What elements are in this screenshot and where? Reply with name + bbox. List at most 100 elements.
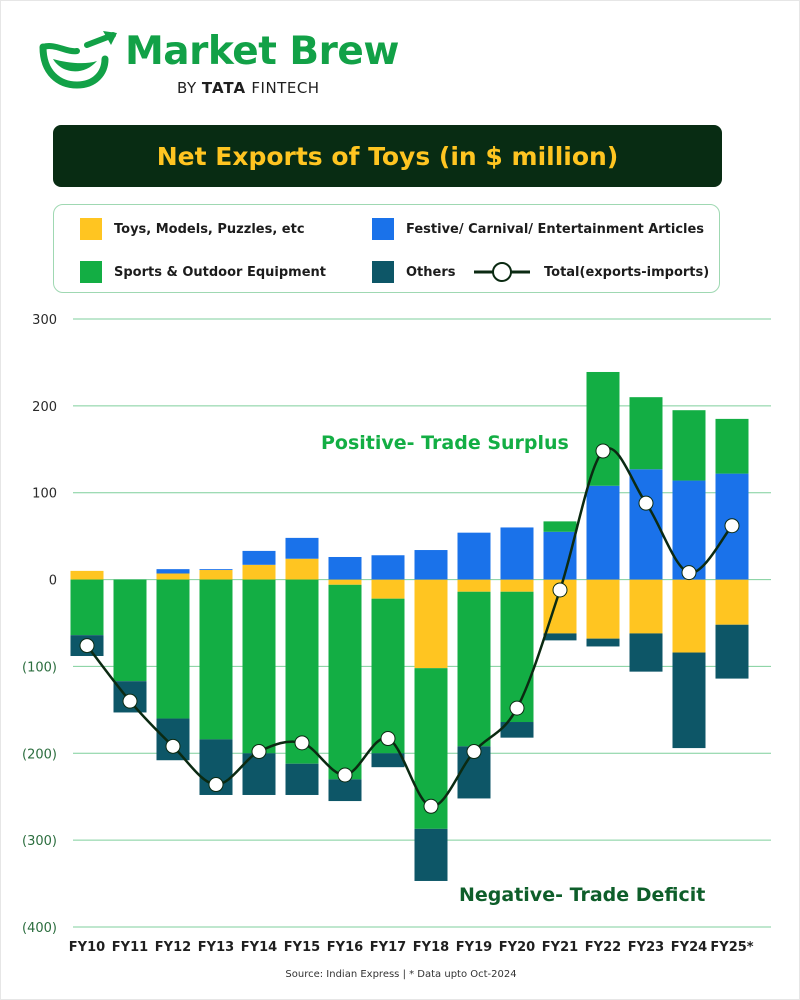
bar-segment [672, 410, 706, 481]
legend: Toys, Models, Puzzles, etc Festive/ Carn… [53, 204, 720, 293]
x-tick-label: FY25* [710, 940, 753, 955]
bar-segment [113, 579, 147, 682]
bar-segment [586, 579, 620, 639]
bar-segment [199, 579, 233, 740]
legend-swatch-sports [80, 261, 102, 283]
y-tick-label: (100) [22, 660, 57, 675]
brand-byline: BY TATA FINTECH [177, 79, 320, 97]
total-marker [294, 735, 310, 751]
bar-segment [500, 591, 534, 723]
total-marker [595, 443, 611, 459]
bar-segment [156, 573, 190, 580]
brand-logo: Market Brew BY TATA FINTECH [37, 27, 399, 99]
bar-segment [457, 579, 491, 592]
bar-segment [328, 779, 362, 802]
bar-segment [414, 550, 448, 580]
total-marker [122, 693, 138, 709]
bar-segment [457, 591, 491, 747]
legend-label-festive: Festive/ Carnival/ Entertainment Article… [406, 221, 705, 237]
bar-segment [414, 579, 448, 669]
x-tick-label: FY17 [370, 940, 406, 955]
bar-segment [242, 564, 276, 580]
bar-segment [242, 550, 276, 565]
x-tick-label: FY16 [327, 940, 363, 955]
legend-swatch-festive [372, 218, 394, 240]
bar-segment [672, 480, 706, 580]
brand-company-rest: FINTECH [251, 79, 320, 97]
x-tick-label: FY15 [284, 940, 320, 955]
bar-segment [156, 579, 190, 719]
leaf-cup-icon [39, 31, 117, 89]
chart-title: Net Exports of Toys (in $ million) [156, 141, 619, 171]
bar-segment [500, 527, 534, 580]
bar-segment [199, 569, 233, 571]
x-tick-label: FY23 [628, 940, 664, 955]
total-marker [165, 738, 181, 754]
bar-segment [285, 537, 319, 559]
annotation-surplus: Positive- Trade Surplus [321, 432, 569, 454]
x-tick-label: FY12 [155, 940, 191, 955]
total-marker [466, 744, 482, 760]
brand-company-bold: TATA [201, 79, 247, 97]
legend-item-total: Total(exports-imports) [472, 261, 709, 283]
chart-title-bar: Net Exports of Toys (in $ million) [53, 125, 722, 187]
x-tick-label: FY13 [198, 940, 234, 955]
legend-item-festive: Festive/ Carnival/ Entertainment Article… [372, 218, 704, 240]
y-tick-label: 0 [49, 574, 57, 589]
bar-segment [586, 371, 620, 486]
bar-segment [70, 579, 104, 636]
total-marker [251, 744, 267, 760]
total-marker [337, 767, 353, 783]
total-marker [552, 582, 568, 598]
total-marker [380, 731, 396, 747]
bar-segment [586, 638, 620, 647]
bar-segment [543, 633, 577, 641]
total-marker [638, 495, 654, 511]
bar-segment [156, 569, 190, 574]
legend-label-sports: Sports & Outdoor Equipment [114, 264, 327, 280]
legend-label-toys: Toys, Models, Puzzles, etc [114, 221, 305, 237]
stacked-bar-chart: 300 200 100 0 (100) (200) (300) (400) FY10 FY11 FY… [22, 313, 771, 955]
y-tick-label: (200) [22, 747, 57, 762]
bar-segment [500, 722, 534, 738]
bar-segment [371, 555, 405, 580]
legend-swatch-others [372, 261, 394, 283]
bar-segment [285, 763, 319, 795]
bar-segment [371, 753, 405, 768]
total-marker [208, 777, 224, 793]
bar-segment [672, 652, 706, 749]
legend-item-toys: Toys, Models, Puzzles, etc [80, 218, 305, 240]
bar-segment [457, 532, 491, 580]
x-tick-label: FY20 [499, 940, 535, 955]
legend-swatch-toys [80, 218, 102, 240]
bar-segment [715, 579, 749, 625]
bar-segment [715, 624, 749, 679]
total-marker [79, 638, 95, 654]
bar-segment [543, 531, 577, 580]
y-tick-label: (400) [22, 921, 57, 936]
legend-label-total: Total(exports-imports) [544, 264, 710, 280]
source-note: Source: Indian Express | * Data upto Oct… [285, 969, 517, 980]
x-tick-label: FY19 [456, 940, 492, 955]
brand-name: Market Brew [125, 29, 399, 74]
x-tick-label: FY18 [413, 940, 449, 955]
x-tick-label: FY22 [585, 940, 621, 955]
bar-segment [328, 584, 362, 780]
bar-segment [543, 521, 577, 532]
bar-segment [285, 579, 319, 764]
x-tick-label: FY21 [542, 940, 578, 955]
y-tick-label: 100 [32, 487, 57, 502]
bar-segment [328, 556, 362, 580]
x-tick-label: FY24 [671, 940, 707, 955]
bar-segment [328, 579, 362, 585]
bar-segment [371, 598, 405, 754]
total-marker [681, 565, 697, 581]
x-tick-label: FY10 [69, 940, 105, 955]
bar-segment [70, 570, 104, 580]
brand-by: BY [177, 79, 197, 97]
bar-segment [199, 570, 233, 580]
legend-line-marker-icon [474, 262, 530, 282]
legend-item-others: Others [372, 261, 456, 283]
bar-segment [629, 633, 663, 672]
bar-segment [242, 579, 276, 754]
